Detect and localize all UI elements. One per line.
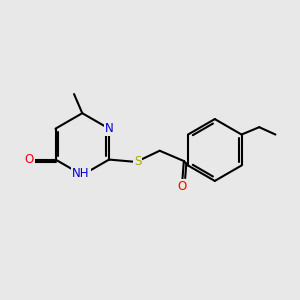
Text: O: O xyxy=(24,153,34,166)
Text: S: S xyxy=(134,155,141,168)
Text: N: N xyxy=(105,122,113,135)
Text: O: O xyxy=(178,180,187,193)
Text: NH: NH xyxy=(72,167,90,180)
